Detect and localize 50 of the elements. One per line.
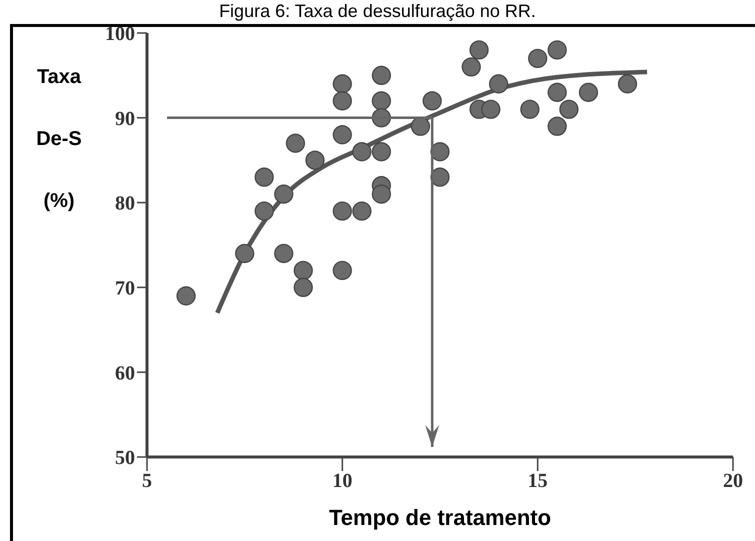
point xyxy=(430,168,450,187)
point xyxy=(176,286,196,306)
point xyxy=(422,91,442,110)
point xyxy=(332,125,352,144)
point xyxy=(372,91,391,110)
point xyxy=(618,74,638,94)
point xyxy=(332,201,352,221)
point xyxy=(294,278,313,297)
line-series xyxy=(215,70,650,316)
y-tick-label: 90 xyxy=(115,108,135,130)
point xyxy=(294,260,313,280)
text: Taxa De-S (%) xyxy=(36,66,82,212)
point xyxy=(430,142,450,162)
y-tick-label: 50 xyxy=(115,447,135,470)
y-tick-label: 80 xyxy=(115,192,135,215)
point xyxy=(520,100,540,119)
x-axis-title: Tempo de tratamento xyxy=(328,505,552,531)
point xyxy=(462,57,481,77)
point xyxy=(235,244,254,264)
chart-title: Figura 6: Taxa de dessulfuração no RR. xyxy=(218,0,537,22)
point xyxy=(528,48,548,68)
point xyxy=(352,142,372,162)
x-tick-label: 15 xyxy=(528,470,548,492)
point xyxy=(372,184,391,204)
point xyxy=(548,40,567,60)
point xyxy=(254,201,274,221)
y-tick-label: 70 xyxy=(115,278,135,300)
point xyxy=(286,134,306,153)
point xyxy=(332,91,352,110)
point xyxy=(548,116,567,136)
x-tick-label: 10 xyxy=(332,470,352,492)
point xyxy=(469,40,489,60)
y-tick-label: 100 xyxy=(105,23,135,46)
point xyxy=(274,184,294,204)
point xyxy=(332,74,352,94)
point xyxy=(352,201,372,221)
x-tick-label: 20 xyxy=(723,470,743,492)
point xyxy=(548,82,567,102)
point xyxy=(332,260,352,280)
x-tick-label: 5 xyxy=(142,470,152,492)
point xyxy=(305,150,325,170)
y-tick-label: 60 xyxy=(115,362,135,384)
point xyxy=(559,100,579,119)
point xyxy=(372,66,391,85)
point xyxy=(489,74,508,94)
point xyxy=(481,100,500,119)
point xyxy=(254,168,274,187)
point xyxy=(578,82,598,102)
point xyxy=(372,142,391,162)
point xyxy=(274,244,294,264)
